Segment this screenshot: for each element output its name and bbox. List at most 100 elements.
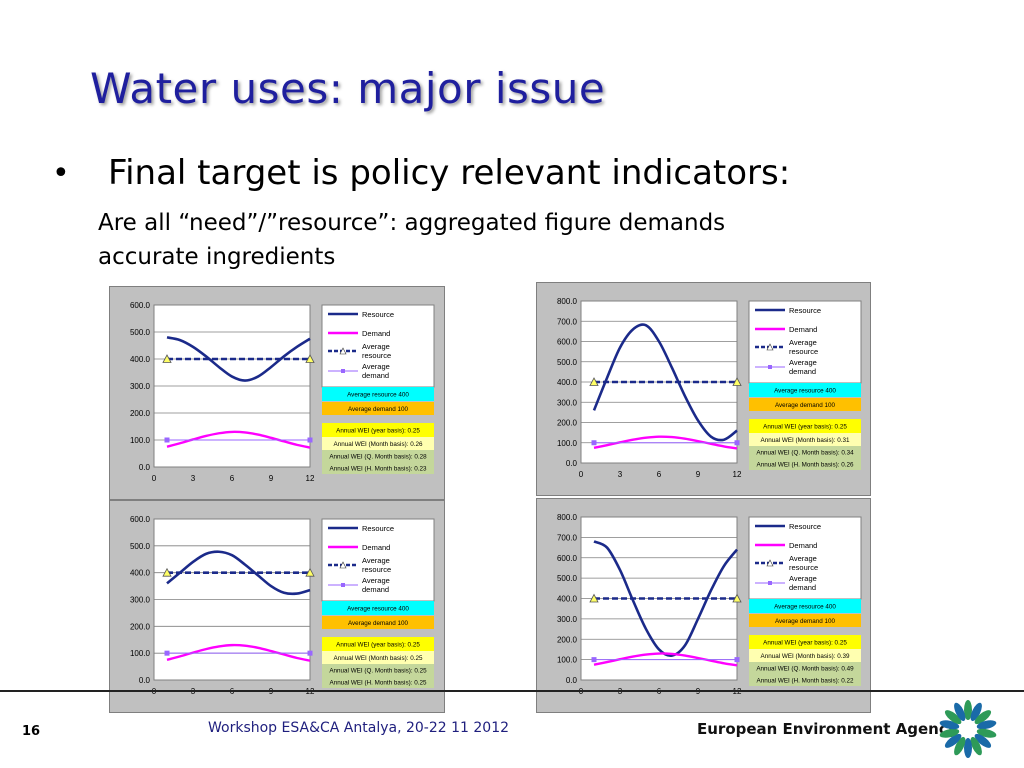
legend-label-1: Resource (362, 524, 394, 533)
info-box-label: Average resource 400 (774, 604, 836, 611)
logo-petal (944, 710, 962, 725)
legend-label-4: Average (789, 358, 817, 367)
legend-label-3: Average (789, 554, 817, 563)
info-box (749, 446, 861, 458)
info-box (749, 614, 861, 627)
chart-panel-top-right: 800.0 700.0 600.0 500.0 400.0 300.0 200.0 100.0… (536, 282, 871, 496)
y-tick-label: 500.0 (130, 542, 151, 551)
y-tick-label: 100.0 (130, 436, 151, 445)
info-box-label: Annual WEI (H. Month basis): 0.23 (330, 466, 427, 473)
logo-petal (976, 720, 997, 730)
legend-label-3: resource (362, 565, 391, 574)
y-tick-label: 100.0 (557, 439, 578, 448)
y-tick-label: 600.0 (557, 554, 578, 563)
resource-line (166, 550, 311, 596)
x-tick-label: 6 (230, 474, 235, 483)
chart-legend (321, 518, 435, 602)
info-box-label: Average demand 100 (775, 402, 836, 409)
chart-svg: 600.0 500.0 400.0 300.0 200.0 100.0 0.00 3 6 9 12 R… (130, 301, 435, 483)
logo-leaf (944, 710, 962, 725)
info-box (749, 649, 861, 662)
legend-marker (341, 583, 345, 587)
info-box (749, 398, 861, 411)
legend-label-3: resource (362, 351, 391, 360)
chart-svg: 800.0700.0600.0500.0400.0300.0200.0100.0… (557, 297, 862, 479)
y-tick-label: 500.0 (557, 574, 578, 583)
resource-line (592, 323, 738, 442)
average-resource-marker (305, 354, 315, 363)
logo-petal (964, 738, 972, 758)
legend-label-2: Demand (789, 325, 817, 334)
info-box (322, 676, 434, 688)
info-box (322, 601, 434, 615)
info-box (322, 423, 434, 437)
info-box-label: Average resource 400 (347, 392, 409, 399)
info-box (322, 402, 434, 415)
sub-text-line-1: Are all “need”/”resource”: aggregated fi… (98, 210, 726, 236)
legend-marker (766, 559, 774, 567)
legend-label-1: Resource (789, 306, 821, 315)
legend-label-3: resource (789, 347, 818, 356)
logo-leaf (970, 702, 982, 722)
legend-label-4: demand (362, 585, 389, 594)
bullet-marker: • (52, 156, 70, 191)
y-tick-label: 700.0 (557, 317, 578, 326)
legend-label-2: Demand (362, 329, 390, 338)
info-box (749, 383, 861, 397)
y-tick-label: 700.0 (557, 533, 578, 542)
info-box (322, 387, 434, 401)
y-tick-label: 300.0 (130, 596, 151, 605)
legend-label-3: Average (362, 342, 390, 351)
legend-label-4: demand (789, 367, 816, 376)
info-box (322, 637, 434, 651)
info-box (322, 651, 434, 664)
average-resource-marker (305, 567, 315, 577)
info-box-label: Annual WEI (Month basis): 0.26 (334, 441, 423, 448)
footer-divider (0, 690, 1024, 692)
logo-leaf (954, 702, 966, 722)
x-tick-label: 3 (191, 474, 196, 483)
y-tick-label: 0.0 (566, 459, 578, 468)
info-box (749, 458, 861, 470)
legend-marker (766, 343, 774, 351)
y-tick-label: 0.0 (566, 676, 578, 685)
y-tick-label: 800.0 (557, 513, 578, 522)
info-box (749, 599, 861, 613)
legend-label-3: resource (789, 563, 818, 572)
legend-marker (768, 365, 772, 369)
legend-label-2: Demand (789, 541, 817, 550)
legend-label-4: demand (362, 371, 389, 380)
y-tick-label: 200.0 (130, 622, 151, 631)
y-tick-label: 200.0 (130, 409, 151, 418)
average-resource-marker (589, 377, 599, 386)
y-tick-label: 300.0 (557, 398, 578, 407)
legend-marker (341, 369, 345, 373)
info-box (322, 450, 434, 462)
legend-label-1: Resource (362, 310, 394, 319)
y-tick-label: 0.0 (139, 463, 151, 472)
info-box-label: Annual WEI (H. Month basis): 0.26 (757, 462, 854, 469)
y-tick-label: 600.0 (130, 301, 151, 310)
y-tick-label: 300.0 (557, 615, 578, 624)
info-box-label: Annual WEI (Month basis): 0.25 (334, 655, 423, 662)
logo-petal (970, 702, 982, 722)
logo-petal (964, 700, 972, 720)
chart-legend (748, 516, 862, 600)
y-tick-label: 100.0 (130, 649, 151, 658)
average-demand-marker (734, 440, 740, 446)
y-tick-label: 200.0 (557, 419, 578, 428)
sub-text-line-2: accurate ingredients (98, 244, 336, 270)
y-tick-label: 600.0 (130, 515, 151, 524)
y-tick-label: 500.0 (557, 358, 578, 367)
y-tick-label: 400.0 (130, 569, 151, 578)
average-resource-marker (162, 567, 172, 577)
info-box-label: Annual WEI (Q. Month basis): 0.49 (756, 666, 854, 673)
info-box (322, 462, 434, 474)
y-tick-label: 400.0 (130, 355, 151, 364)
info-box-label: Annual WEI (H. Month basis): 0.25 (330, 680, 427, 687)
average-demand-marker (164, 650, 170, 656)
chart-legend (321, 304, 435, 388)
y-tick-label: 400.0 (557, 378, 578, 387)
average-demand-marker (591, 657, 597, 663)
average-resource-marker (589, 593, 599, 603)
